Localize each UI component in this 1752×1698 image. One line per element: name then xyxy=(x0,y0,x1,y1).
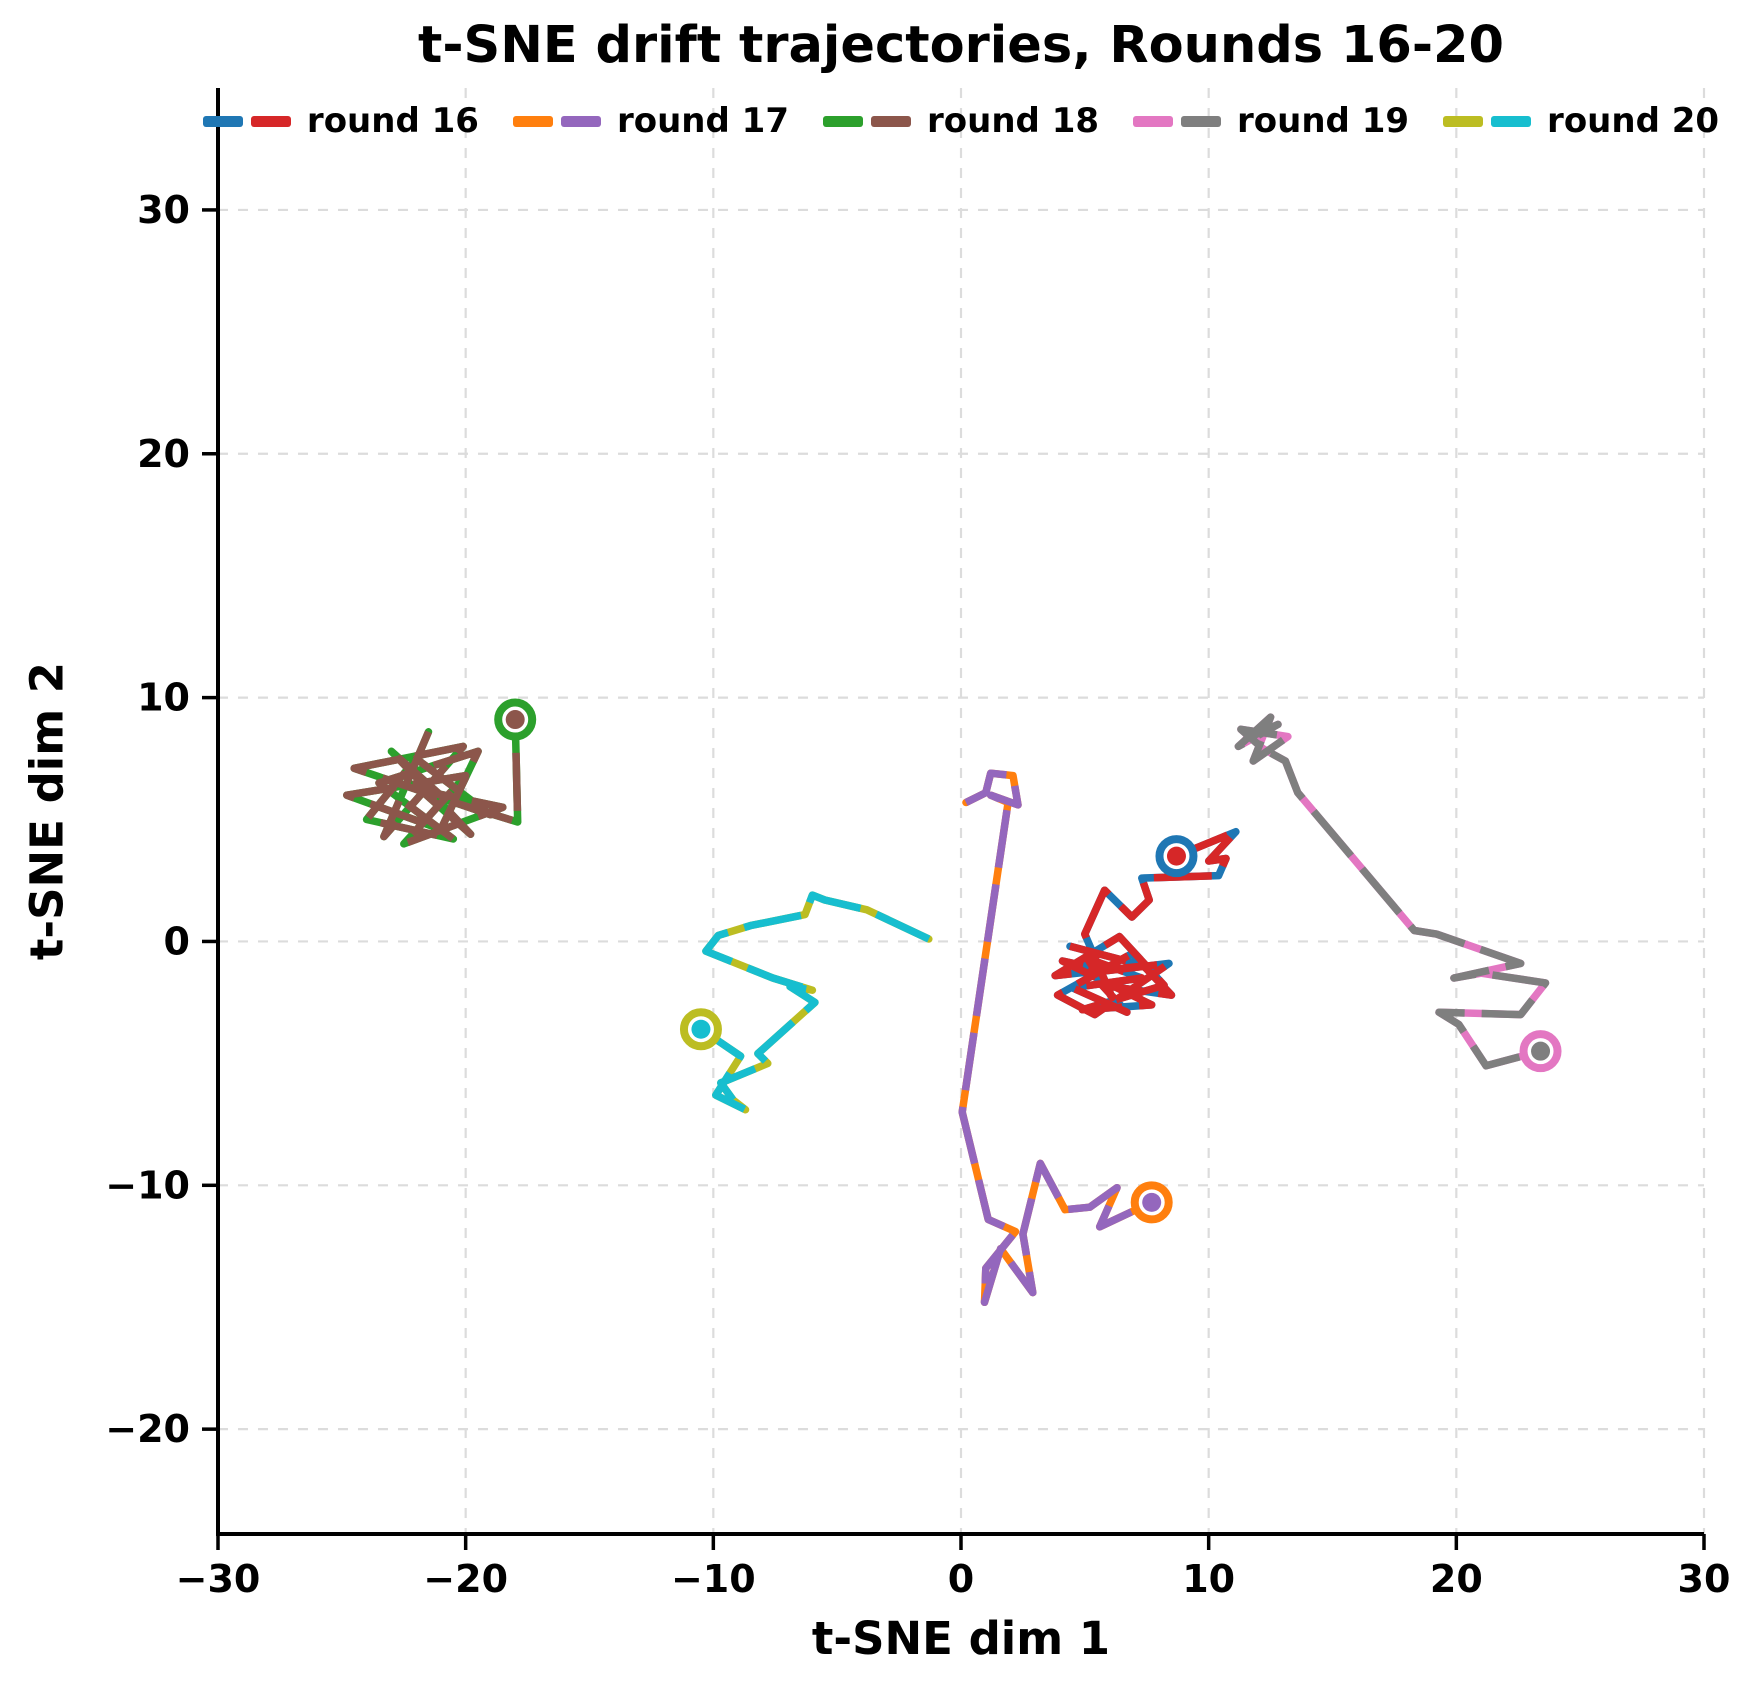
x-axis-label: t-SNE dim 1 xyxy=(811,1612,1111,1665)
trajectory-overlay-round-18 xyxy=(343,719,522,848)
x-tick-label: −10 xyxy=(671,1557,756,1601)
y-tick-label: 10 xyxy=(137,676,190,720)
x-tick-label: 10 xyxy=(1182,1557,1235,1601)
end-marker-dot-round-16 xyxy=(1166,846,1186,866)
end-marker-dot-round-17 xyxy=(1142,1192,1162,1212)
trajectory-overlay-round-17 xyxy=(958,769,1154,1307)
trajectory-overlay-round-19 xyxy=(1234,713,1550,1070)
x-tick-label: 30 xyxy=(1678,1557,1731,1601)
x-tick-label: 0 xyxy=(948,1557,974,1601)
x-tick-label: −20 xyxy=(423,1557,508,1601)
trajectory-overlay-round-20 xyxy=(698,891,931,1114)
y-tick-label: 30 xyxy=(137,188,190,232)
y-tick-label: 20 xyxy=(137,432,190,476)
y-tick-label: −20 xyxy=(105,1407,190,1451)
x-tick-label: −30 xyxy=(176,1557,261,1601)
y-tick-label: −10 xyxy=(105,1163,190,1207)
x-tick-label: 20 xyxy=(1430,1557,1483,1601)
trajectory-overlay-round-16 xyxy=(1051,827,1240,1019)
end-marker-dot-round-19 xyxy=(1531,1041,1551,1061)
chart-title: t-SNE drift trajectories, Rounds 16-20 xyxy=(417,16,1505,75)
end-marker-dot-round-20 xyxy=(691,1019,711,1039)
end-marker-dot-round-18 xyxy=(505,710,525,730)
y-tick-label: 0 xyxy=(164,919,190,963)
